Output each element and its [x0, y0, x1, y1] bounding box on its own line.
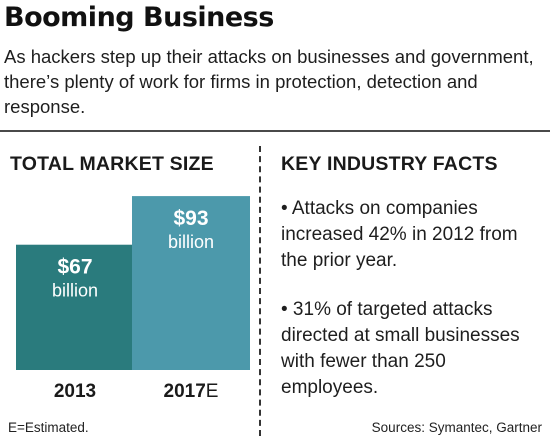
industry-facts-heading: KEY INDUSTRY FACTS — [281, 153, 498, 176]
header-rule — [0, 130, 550, 132]
fact-item: • 31% of targeted attacks directed at sm… — [281, 297, 543, 401]
fact-item: • Attacks on companies increased 42% in … — [281, 196, 543, 274]
page-title: Booming Business — [4, 2, 274, 33]
page-subtitle: As hackers step up their attacks on busi… — [4, 44, 549, 119]
bar-value-label: $93 — [173, 207, 208, 230]
estimate-note: E=Estimated. — [8, 420, 89, 435]
facts-list: • Attacks on companies increased 42% in … — [281, 196, 543, 424]
category-label: 2017E — [164, 381, 219, 402]
section-divider — [259, 146, 261, 436]
category-label: 2013 — [54, 381, 96, 402]
bar-unit-label: billion — [168, 232, 214, 252]
bar-unit-label: billion — [52, 281, 98, 301]
source-note: Sources: Symantec, Gartner — [372, 420, 542, 435]
bar-value-label: $67 — [57, 256, 92, 279]
market-size-heading: TOTAL MARKET SIZE — [10, 153, 214, 176]
